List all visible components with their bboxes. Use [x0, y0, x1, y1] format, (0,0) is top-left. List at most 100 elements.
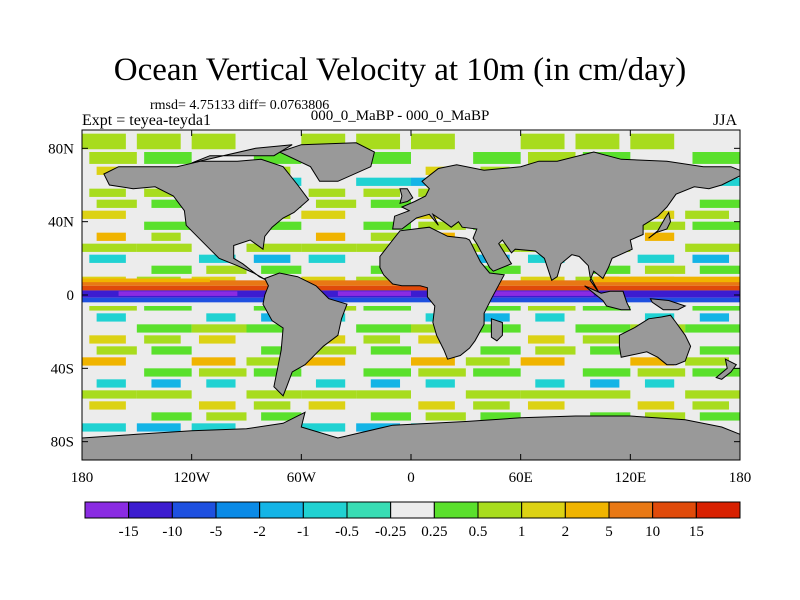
field-patch: [418, 401, 455, 410]
field-patch: [370, 232, 401, 241]
field-patch: [356, 276, 401, 282]
colorbar-label: -0.25: [375, 524, 406, 540]
field-patch: [363, 188, 401, 197]
field-patch: [96, 346, 137, 355]
colorbar-swatch: [652, 501, 697, 519]
colorbar-swatch: [390, 501, 435, 519]
landmass-new-guinea: [649, 298, 687, 311]
field-patch: [637, 254, 675, 263]
field-patch: [575, 390, 631, 399]
y-tick-label: 80S: [51, 435, 74, 451]
colorbar: -15 -10 -5 -2 -1 -0.5 -0.25 0.25 0.5 1 2 5 10 15: [84, 501, 741, 540]
field-patch: [575, 324, 631, 333]
field-patch: [253, 254, 291, 263]
field-patch: [527, 335, 565, 344]
field-patch: [699, 199, 740, 208]
field-patch: [151, 265, 192, 274]
field-patch: [590, 265, 631, 274]
field-patch: [637, 401, 675, 410]
field-patch: [685, 210, 730, 219]
field-patch: [520, 357, 565, 366]
field-patch: [520, 276, 565, 282]
equatorial-band-north-strong: [82, 285, 740, 291]
field-patch: [315, 379, 346, 388]
field-patch: [82, 243, 137, 252]
colorbar-swatch: [695, 501, 741, 519]
colorbar-label: -1: [297, 524, 310, 540]
x-tick-label: 120W: [173, 470, 211, 486]
field-patch: [206, 412, 247, 421]
field-patch: [151, 199, 192, 208]
colorbar-label: -15: [119, 524, 139, 540]
field-patch: [370, 199, 411, 208]
x-tick-label: 60W: [287, 470, 317, 486]
field-patch: [535, 346, 576, 355]
field-patch: [370, 379, 401, 388]
landmass-north-america: [103, 158, 310, 281]
field-patch: [685, 324, 740, 333]
field-patch: [685, 357, 730, 366]
field-patch: [89, 401, 126, 410]
field-patch: [301, 243, 357, 252]
field-patch: [582, 306, 631, 311]
field-patch: [151, 346, 192, 355]
field-patch: [82, 423, 126, 432]
field-patch: [144, 335, 181, 344]
pacific-north-edge: [82, 278, 210, 283]
field-patch: [370, 412, 411, 421]
field-patch: [356, 243, 411, 252]
field-patch: [253, 401, 291, 410]
field-patch: [301, 390, 357, 399]
field-patch: [89, 306, 137, 311]
field-patch: [144, 188, 181, 197]
y-tick-label: 40S: [51, 361, 74, 377]
field-patch: [465, 357, 510, 366]
field-patch: [473, 152, 521, 164]
field-patch: [206, 379, 236, 388]
x-tick-label: 180: [71, 470, 94, 486]
field-patch: [692, 254, 730, 263]
colorbar-swatch: [259, 501, 304, 519]
field-patch: [82, 390, 137, 399]
field-patch: [630, 133, 675, 150]
field-patch: [363, 152, 411, 164]
field-patch: [315, 199, 357, 208]
field-patch: [685, 390, 740, 399]
field-patch: [699, 313, 730, 322]
equatorial-band-south: [82, 297, 740, 303]
landmass-arctic-islands: [191, 144, 293, 164]
field-patch: [411, 357, 455, 366]
field-patch: [527, 401, 565, 410]
field-patch: [301, 423, 346, 432]
field-patch: [261, 265, 302, 274]
field-patch: [301, 210, 346, 219]
colorbar-swatch: [128, 501, 173, 519]
chart-subtitle: 000_0_MaBP - 000_0_MaBP: [310, 108, 490, 124]
field-patch: [82, 357, 126, 366]
experiment-label: Expt = teyea-teyda1: [82, 112, 211, 129]
axis-ticks: 180 120W 60W 0 60E 120E 180 80N 40N 0 40S 80S: [48, 130, 751, 486]
field-patch: [692, 368, 740, 377]
field-patch: [356, 423, 401, 432]
field-patch: [418, 335, 455, 344]
field-patch: [191, 276, 236, 282]
field-patch: [191, 133, 236, 150]
chart-title: Ocean Vertical Velocity at 10m (in cm/da…: [113, 52, 687, 88]
field-patch: [535, 379, 565, 388]
colorbar-label: 5: [605, 524, 613, 540]
field-patch: [96, 379, 126, 388]
field-patch: [480, 346, 521, 355]
field-patch: [308, 401, 346, 410]
field-patch: [198, 368, 247, 377]
colorbar-label: 1: [518, 524, 526, 540]
field-patch: [418, 221, 466, 230]
colorbar-swatch: [433, 501, 479, 519]
colorbar-label: -2: [253, 524, 266, 540]
stats-label: rmsd= 4.75133 diff= 0.0763806: [150, 98, 330, 113]
field-patch: [363, 335, 401, 344]
field-patch: [96, 232, 126, 241]
west-pacific-north-edge: [593, 276, 740, 283]
field-patch: [89, 335, 126, 344]
field-patch: [89, 254, 126, 263]
